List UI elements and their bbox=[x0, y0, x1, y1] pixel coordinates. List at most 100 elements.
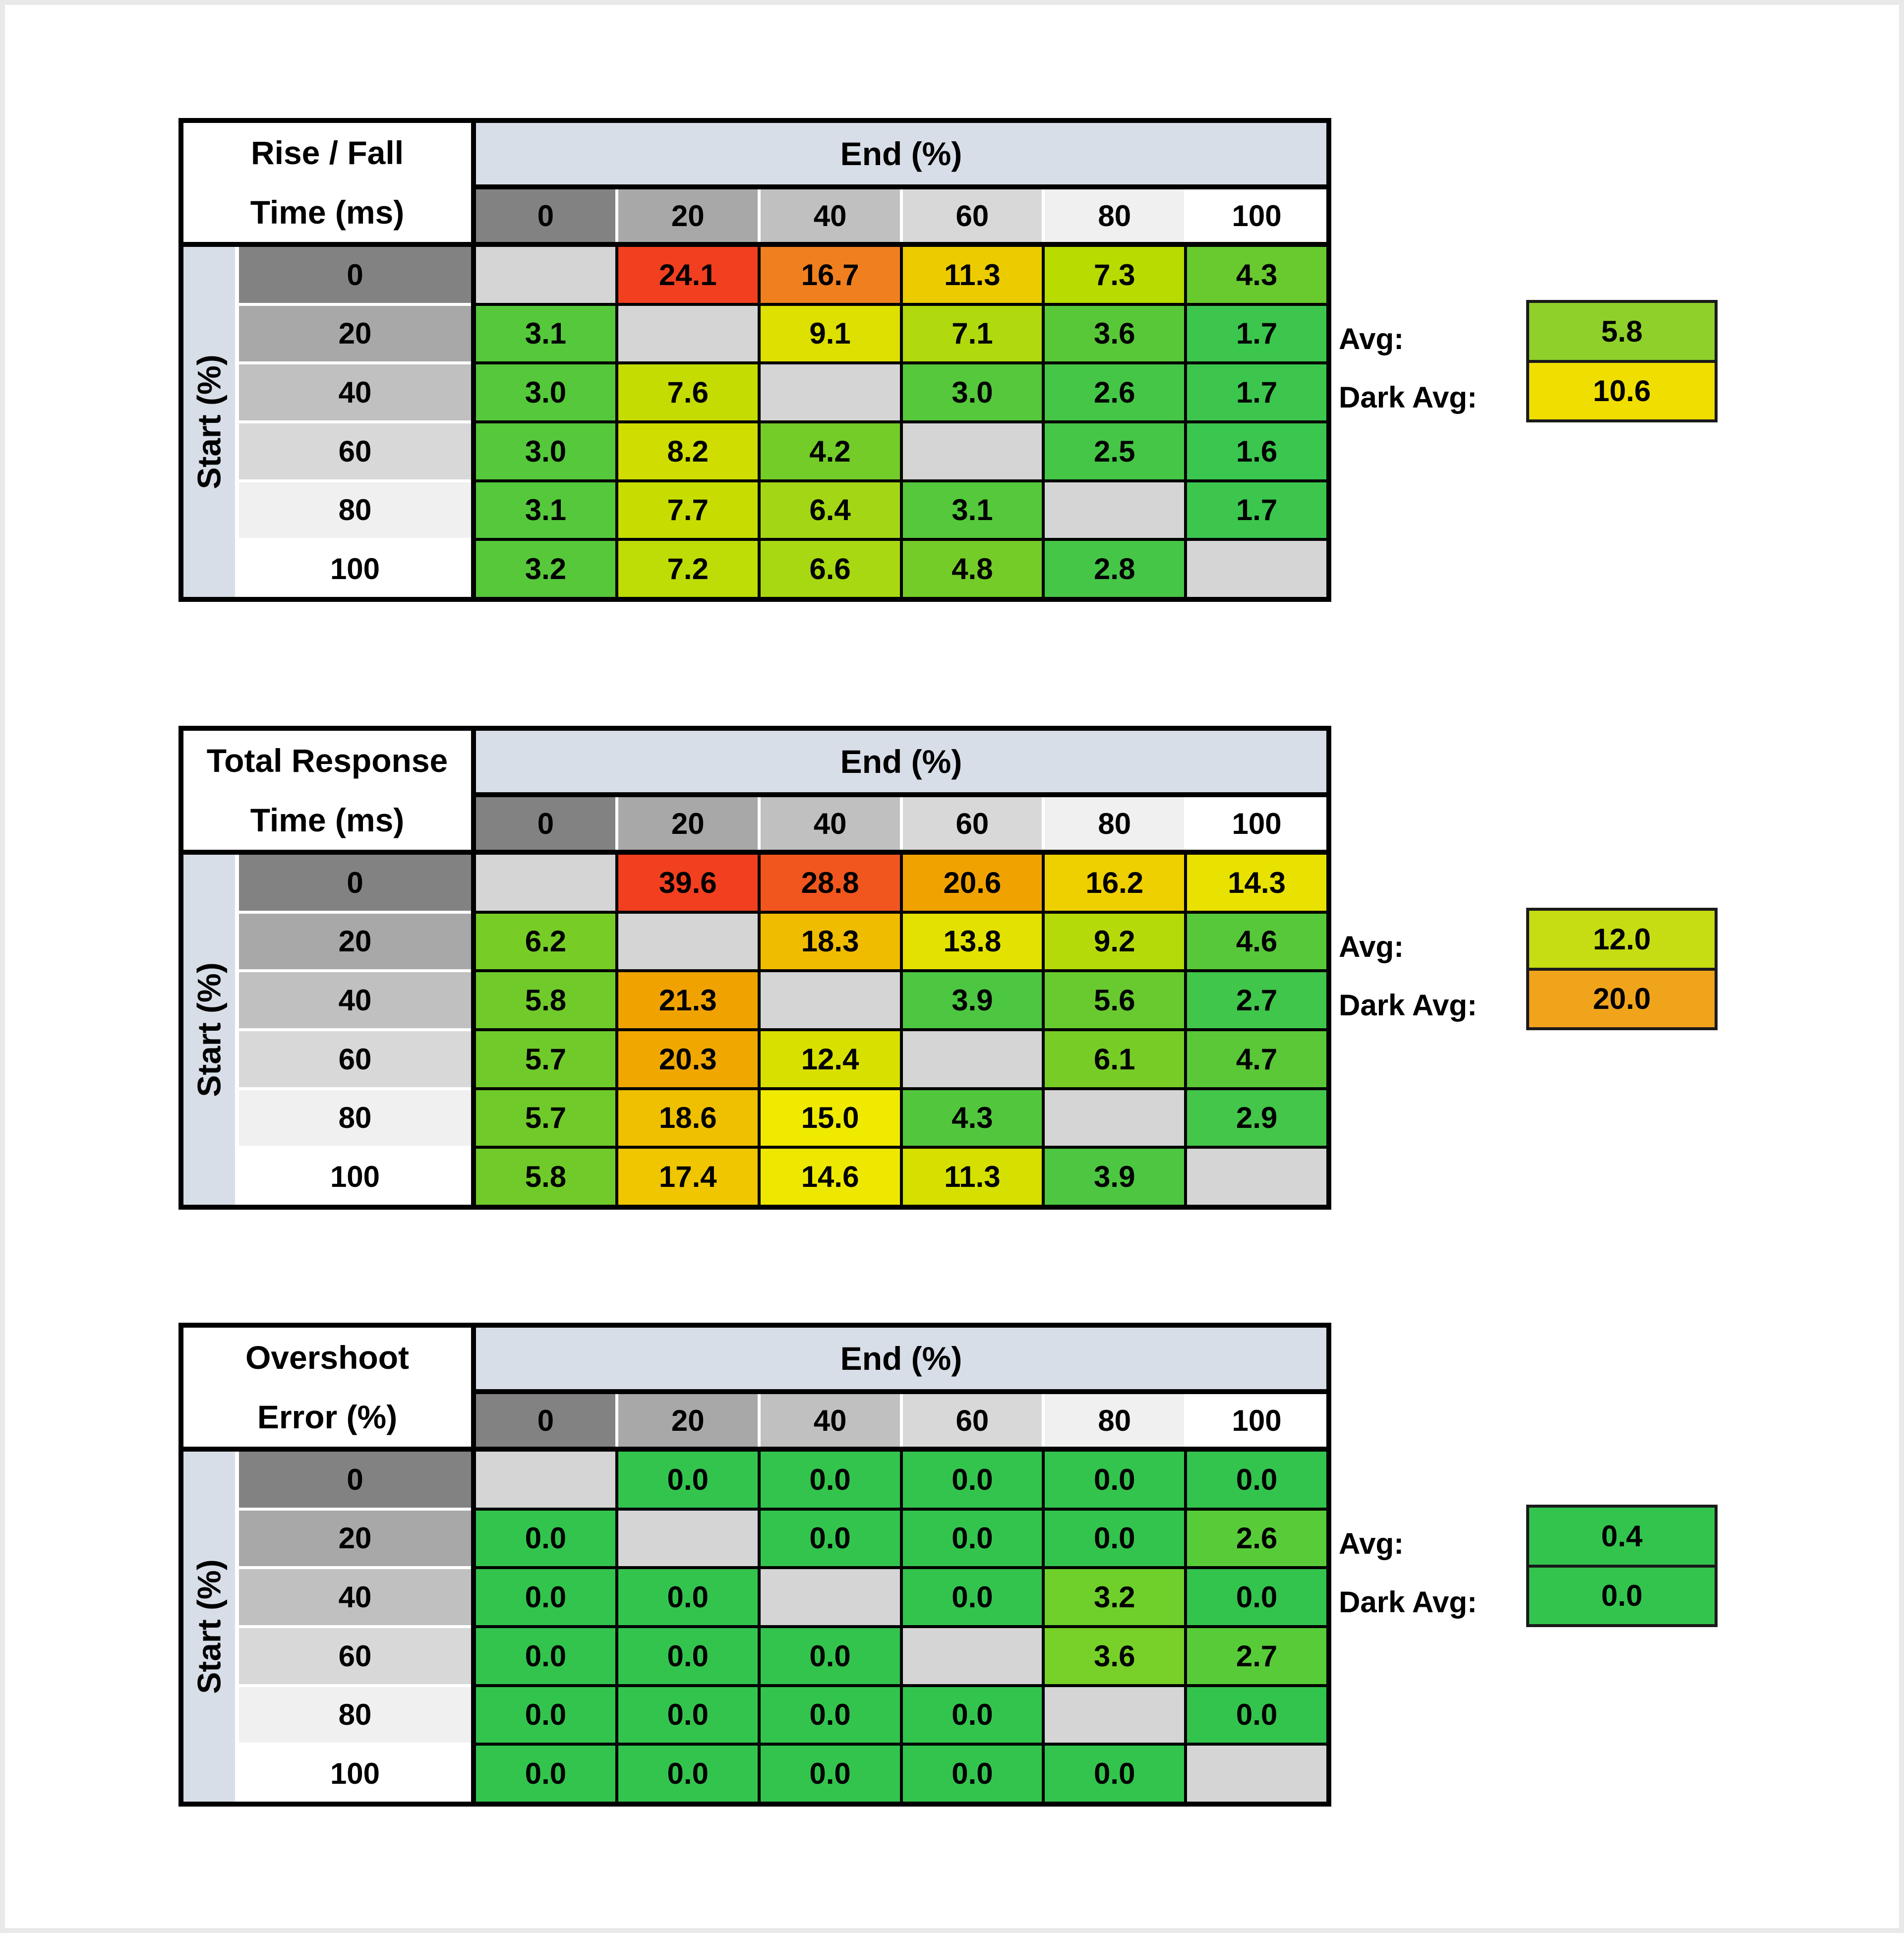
cell-start20-end40: 18.3 bbox=[760, 913, 900, 970]
cell-diagonal-80 bbox=[1045, 482, 1185, 538]
cell-start60-end20: 0.0 bbox=[618, 1628, 758, 1684]
cell-start100-end0: 0.0 bbox=[476, 1746, 615, 1802]
heatmap-table-total-response-time: Total Response Time (ms) End (%) 0 20 40 60 80 1… bbox=[178, 726, 1331, 1210]
cell-diagonal-40 bbox=[760, 1569, 900, 1625]
column-headers: 0 20 40 60 80 100 bbox=[476, 1394, 1326, 1447]
table-title: Rise / Fall Time (ms) bbox=[183, 123, 471, 242]
cell-start100-end20: 7.2 bbox=[618, 541, 758, 597]
table-title-line2: Error (%) bbox=[257, 1399, 398, 1435]
cell-start40-end20: 0.0 bbox=[618, 1569, 758, 1625]
cell-start100-end20: 17.4 bbox=[618, 1149, 758, 1205]
cell-start40-end100: 0.0 bbox=[1187, 1569, 1326, 1625]
cell-diagonal-40 bbox=[760, 972, 900, 1028]
cell-start60-end80: 3.6 bbox=[1045, 1628, 1185, 1684]
avg-label: Avg: bbox=[1339, 322, 1404, 355]
cell-start60-end80: 2.5 bbox=[1045, 423, 1185, 479]
cell-start20-end0: 6.2 bbox=[476, 913, 615, 970]
start-percent-header: Start (%) bbox=[183, 1452, 235, 1802]
cell-start100-end0: 3.2 bbox=[476, 541, 615, 597]
cell-start80-end100: 0.0 bbox=[1187, 1687, 1326, 1743]
cell-diagonal-100 bbox=[1187, 1746, 1326, 1802]
start-percent-label: Start (%) bbox=[191, 962, 228, 1097]
cell-start60-end20: 8.2 bbox=[618, 423, 758, 479]
cell-start20-end100: 4.6 bbox=[1187, 913, 1326, 970]
vertical-divider bbox=[471, 731, 476, 1205]
cell-start0-end60: 0.0 bbox=[902, 1452, 1042, 1508]
row-header-100: 100 bbox=[239, 1149, 471, 1205]
start-percent-label: Start (%) bbox=[191, 354, 228, 489]
dark-avg-label: Dark Avg: bbox=[1339, 1585, 1477, 1619]
cell-start100-end60: 0.0 bbox=[902, 1746, 1042, 1802]
row-headers: 0 20 40 60 80 100 bbox=[239, 855, 471, 1205]
col-header-0: 0 bbox=[476, 189, 615, 242]
col-header-20: 20 bbox=[618, 797, 758, 850]
row-header-100: 100 bbox=[239, 1746, 471, 1802]
table-title-line2: Time (ms) bbox=[250, 802, 405, 838]
table-title: Total Response Time (ms) bbox=[183, 731, 471, 850]
row-header-20: 20 bbox=[239, 1510, 471, 1567]
cell-start40-end80: 5.6 bbox=[1045, 972, 1185, 1028]
row-header-0: 0 bbox=[239, 1452, 471, 1508]
row-header-80: 80 bbox=[239, 1090, 471, 1146]
col-header-20: 20 bbox=[618, 189, 758, 242]
cell-diagonal-20 bbox=[618, 1510, 758, 1567]
row-header-80: 80 bbox=[239, 482, 471, 538]
cell-start80-end40: 15.0 bbox=[760, 1090, 900, 1146]
heatmap-cells: 24.1 16.7 11.3 7.3 4.3 3.1 9.1 7.1 3.6 1.7 3.0 7.6 3… bbox=[476, 247, 1326, 597]
avg-label: Avg: bbox=[1339, 930, 1404, 963]
avg-value-box: 0.4 0.0 bbox=[1526, 1505, 1718, 1627]
heatmap-cells: 0.0 0.0 0.0 0.0 0.0 0.0 0.0 0.0 0.0 2.6 0.0 0.0 0.0 3… bbox=[476, 1452, 1326, 1802]
cell-start100-end40: 14.6 bbox=[760, 1149, 900, 1205]
cell-start20-end100: 1.7 bbox=[1187, 305, 1326, 362]
cell-diagonal-100 bbox=[1187, 541, 1326, 597]
cell-start100-end40: 0.0 bbox=[760, 1746, 900, 1802]
row-header-80: 80 bbox=[239, 1687, 471, 1743]
row-header-60: 60 bbox=[239, 1031, 471, 1087]
horizontal-divider bbox=[183, 242, 1326, 247]
cell-start20-end80: 9.2 bbox=[1045, 913, 1185, 970]
cell-start40-end80: 3.2 bbox=[1045, 1569, 1185, 1625]
cell-start20-end80: 0.0 bbox=[1045, 1510, 1185, 1567]
cell-start80-end0: 5.7 bbox=[476, 1090, 615, 1146]
dark-avg-value: 20.0 bbox=[1529, 967, 1715, 1027]
horizontal-divider bbox=[183, 850, 1326, 855]
start-percent-header: Start (%) bbox=[183, 855, 235, 1205]
cell-diagonal-0 bbox=[476, 1452, 615, 1508]
cell-diagonal-60 bbox=[902, 1628, 1042, 1684]
cell-start20-end60: 13.8 bbox=[902, 913, 1042, 970]
cell-diagonal-20 bbox=[618, 305, 758, 362]
cell-start0-end80: 0.0 bbox=[1045, 1452, 1185, 1508]
cell-start0-end80: 7.3 bbox=[1045, 247, 1185, 303]
cell-start60-end40: 4.2 bbox=[760, 423, 900, 479]
horizontal-divider bbox=[183, 1447, 1326, 1452]
row-header-100: 100 bbox=[239, 541, 471, 597]
cell-start40-end0: 0.0 bbox=[476, 1569, 615, 1625]
cell-start0-end40: 28.8 bbox=[760, 855, 900, 911]
cell-start60-end100: 4.7 bbox=[1187, 1031, 1326, 1087]
table-title-line1: Overshoot bbox=[245, 1339, 410, 1376]
cell-start40-end0: 5.8 bbox=[476, 972, 615, 1028]
col-header-60: 60 bbox=[902, 797, 1042, 850]
cell-start60-end20: 20.3 bbox=[618, 1031, 758, 1087]
col-header-60: 60 bbox=[902, 1394, 1042, 1447]
cell-start60-end100: 2.7 bbox=[1187, 1628, 1326, 1684]
cell-start80-end100: 1.7 bbox=[1187, 482, 1326, 538]
cell-start60-end0: 5.7 bbox=[476, 1031, 615, 1087]
dark-avg-value: 10.6 bbox=[1529, 359, 1715, 419]
col-header-60: 60 bbox=[902, 189, 1042, 242]
cell-diagonal-0 bbox=[476, 247, 615, 303]
cell-start100-end0: 5.8 bbox=[476, 1149, 615, 1205]
cell-start0-end60: 20.6 bbox=[902, 855, 1042, 911]
cell-diagonal-80 bbox=[1045, 1687, 1185, 1743]
cell-start80-end0: 0.0 bbox=[476, 1687, 615, 1743]
row-header-20: 20 bbox=[239, 913, 471, 970]
cell-start60-end80: 6.1 bbox=[1045, 1031, 1185, 1087]
cell-start80-end0: 3.1 bbox=[476, 482, 615, 538]
cell-start0-end80: 16.2 bbox=[1045, 855, 1185, 911]
cell-diagonal-40 bbox=[760, 364, 900, 420]
cell-start60-end40: 12.4 bbox=[760, 1031, 900, 1087]
cell-start20-end60: 7.1 bbox=[902, 305, 1042, 362]
cell-start80-end20: 7.7 bbox=[618, 482, 758, 538]
cell-start0-end100: 0.0 bbox=[1187, 1452, 1326, 1508]
cell-start20-end100: 2.6 bbox=[1187, 1510, 1326, 1567]
